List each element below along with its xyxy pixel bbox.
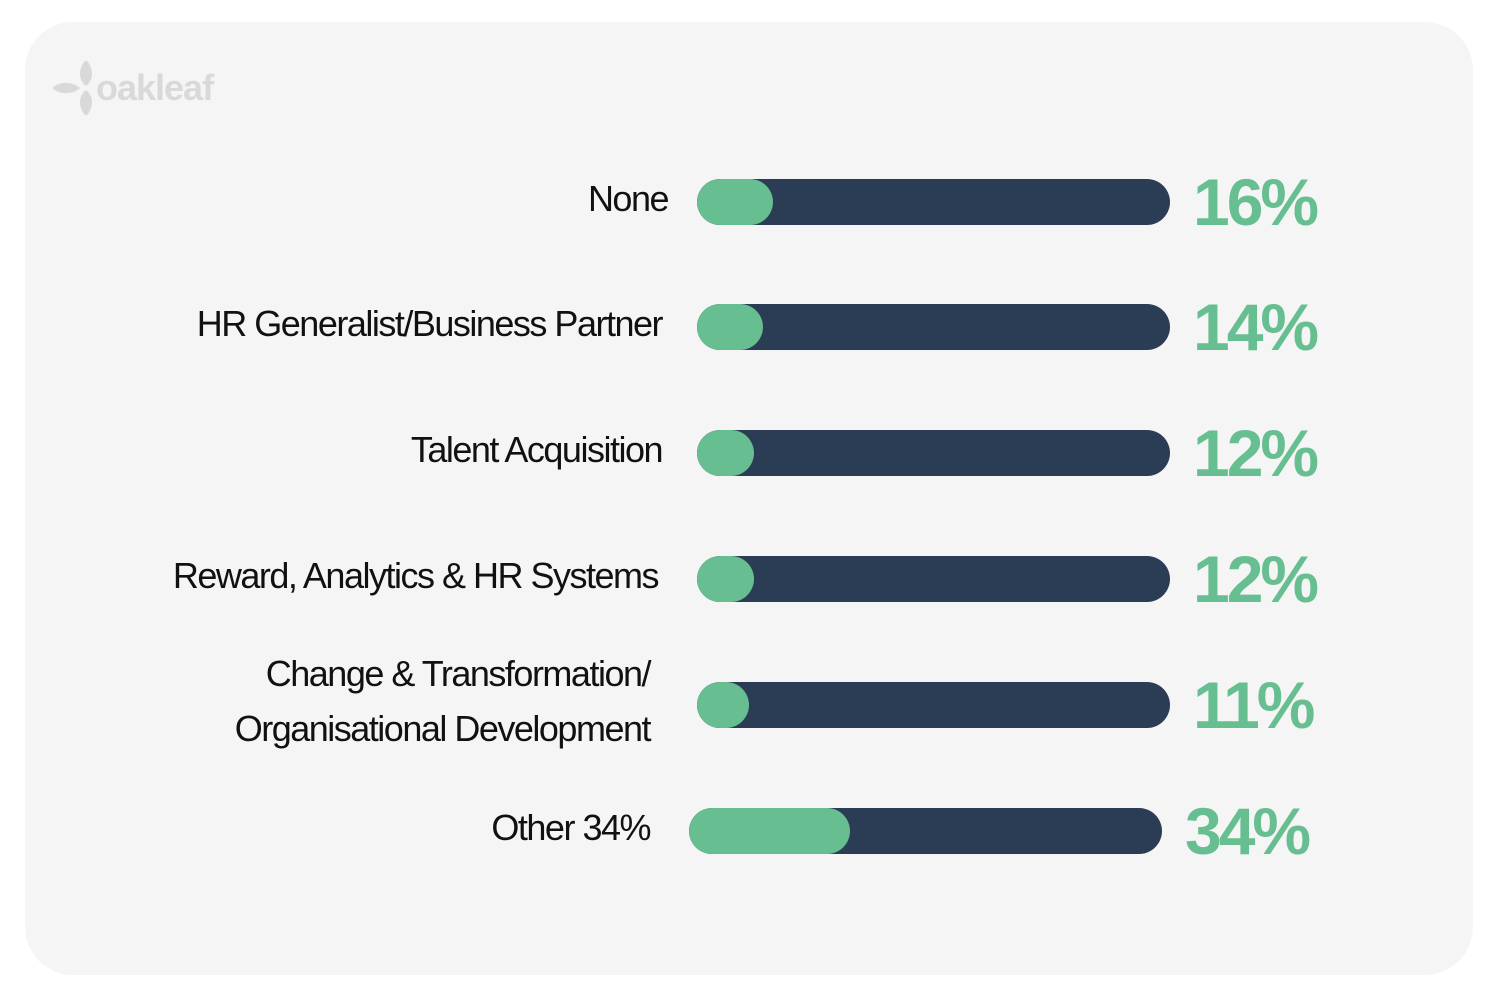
category-label: Other 34%: [491, 800, 651, 855]
bar-fill: [697, 430, 754, 476]
value-label: 14%: [1193, 290, 1319, 364]
bar-track: [697, 304, 1170, 350]
bar-track: [697, 556, 1170, 602]
oakleaf-logo: oakleaf: [50, 58, 214, 118]
bar-fill: [697, 179, 773, 225]
value-label: 12%: [1193, 542, 1319, 616]
category-label: Change & Transformation/Organisational D…: [234, 646, 652, 756]
bar-track: [697, 430, 1170, 476]
category-label: Reward, Analytics & HR Systems: [172, 548, 660, 603]
value-label: 12%: [1193, 416, 1319, 490]
value-label: 16%: [1193, 165, 1319, 239]
category-label: Talent Acquisition: [410, 422, 664, 477]
bar-track: [689, 808, 1162, 854]
leaf-icon: [52, 60, 92, 116]
category-label-line: Talent Acquisition: [410, 428, 664, 470]
bar-track: [697, 682, 1170, 728]
bar-track: [697, 179, 1170, 225]
bar-fill: [697, 304, 764, 350]
logo-wordmark: oakleaf: [96, 67, 214, 108]
bar-fill: [697, 682, 750, 728]
category-label-line: Change & Transformation/: [265, 653, 652, 694]
category-label: None: [587, 171, 670, 226]
category-label-line: None: [587, 177, 670, 219]
value-label: 11%: [1193, 668, 1315, 742]
value-label: 34%: [1185, 794, 1311, 868]
bar-fill: [697, 556, 754, 602]
category-label-line: HR Generalist/Business Partner: [196, 302, 664, 344]
category-label-line: Organisational Development: [234, 708, 652, 749]
category-label-line: Other 34%: [491, 806, 651, 848]
category-label-line: Reward, Analytics & HR Systems: [172, 554, 660, 596]
bar-fill: [689, 808, 850, 854]
category-label: HR Generalist/Business Partner: [196, 296, 664, 351]
